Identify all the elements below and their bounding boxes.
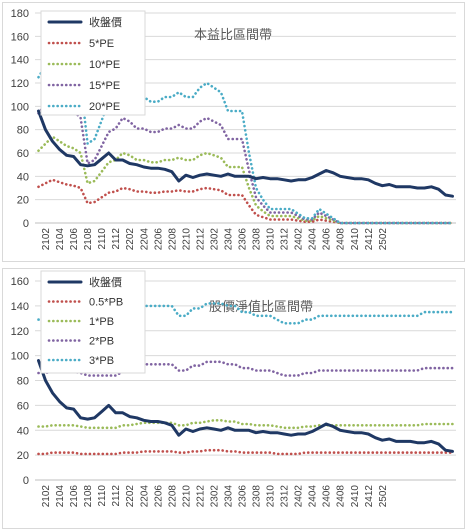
- x-tick-label: 2302: [209, 228, 220, 251]
- y-tick-label: 60: [17, 400, 29, 412]
- pe-band-chart: 0 20 40 60 80 100 120 140 160 180 2102 2104 2106 2108…: [11, 8, 456, 251]
- x-tick-label: 2304: [223, 228, 234, 251]
- series-line-3: [37, 360, 454, 377]
- x-tick-label: 2106: [69, 228, 80, 251]
- legend-label: 10*PE: [89, 59, 120, 71]
- x-tick-label: 2410: [350, 485, 361, 508]
- y-tick-label: 40: [17, 171, 29, 183]
- x-tick-label: 2406: [322, 228, 333, 251]
- x-tick-label: 2208: [167, 485, 178, 508]
- series-line-0: [37, 109, 454, 198]
- series-line-1: [37, 178, 454, 225]
- x-tick-label: 2204: [139, 228, 150, 251]
- x-tick-label: 2412: [364, 228, 375, 251]
- x-tick-label: 2308: [252, 485, 263, 508]
- x-tick-label: 2404: [308, 228, 319, 251]
- y-tick-label: 20: [17, 195, 29, 207]
- legend-label: 3*PB: [89, 355, 114, 367]
- x-tick-label: 2402: [294, 485, 305, 508]
- x-tick-label: 2304: [223, 485, 234, 508]
- y-tick-label: 120: [11, 78, 29, 90]
- x-tick-label: 2108: [83, 485, 94, 508]
- chart-title: 股價淨值比區間帶: [209, 299, 313, 315]
- legend-label: 15*PE: [89, 80, 120, 92]
- y-tick-label: 120: [11, 326, 29, 338]
- y-tick-label: 100: [11, 101, 29, 113]
- y-tick-label: 100: [11, 351, 29, 363]
- x-tick-label: 2210: [181, 485, 192, 508]
- x-tick-label: 2202: [125, 485, 136, 508]
- x-tick-label: 2210: [181, 228, 192, 251]
- x-tick-label: 2104: [55, 228, 66, 251]
- x-tick-label: 2212: [195, 228, 206, 251]
- y-tick-label: 160: [11, 31, 29, 43]
- y-tick-label: 0: [23, 475, 29, 487]
- x-tick-label: 2410: [350, 228, 361, 251]
- x-tick-label: 2408: [336, 228, 347, 251]
- legend-label: 0.5*PB: [89, 297, 123, 309]
- x-tick-label: 2406: [322, 485, 333, 508]
- y-tick-label: 160: [11, 276, 29, 288]
- x-tick-label: 2110: [97, 228, 108, 250]
- series-line-3: [37, 93, 454, 225]
- chart-title: 本益比區間帶: [194, 28, 272, 43]
- x-tick-label: 2404: [308, 485, 319, 508]
- x-tick-label: 2204: [139, 485, 150, 508]
- x-tick-label: 2112: [111, 228, 122, 250]
- x-tick-label: 2206: [153, 485, 164, 508]
- series-line-1: [37, 448, 454, 456]
- x-tick-label: 2102: [41, 485, 52, 508]
- series-line-4: [37, 302, 454, 325]
- y-tick-label: 20: [17, 450, 29, 462]
- x-tick-label: 2310: [266, 485, 277, 508]
- x-tick-label: 2110: [97, 485, 108, 507]
- y-tick-label: 80: [17, 125, 29, 137]
- series-line-2: [37, 135, 454, 225]
- x-tick-label: 2408: [336, 485, 347, 508]
- legend-box: [40, 10, 146, 116]
- series-line-2: [37, 419, 454, 430]
- y-tick-label: 140: [11, 55, 29, 67]
- x-tick-label: 2202: [125, 228, 136, 251]
- x-tick-label: 2312: [280, 485, 291, 508]
- x-tick-label: 2308: [252, 228, 263, 251]
- y-tick-label: 80: [17, 376, 29, 388]
- pb-band-chart-panel: 0 20 40 60 80 100 120 140 160 2102 2104 2106 2108 211…: [2, 268, 465, 529]
- x-tick-label: 2302: [209, 485, 220, 508]
- x-tick-label: 2402: [294, 228, 305, 251]
- legend-label: 1*PB: [89, 316, 114, 328]
- x-tick-label: 2206: [153, 228, 164, 251]
- y-tick-label: 0: [23, 218, 29, 230]
- series-line-0: [37, 359, 454, 453]
- x-tick-label: 2112: [111, 485, 122, 507]
- x-tick-label: 2208: [167, 228, 178, 251]
- legend-label: 收盤價: [89, 15, 122, 29]
- legend-label: 20*PE: [89, 101, 120, 113]
- legend-label: 收盤價: [89, 275, 122, 289]
- y-tick-label: 60: [17, 148, 29, 160]
- legend-label: 5*PE: [89, 38, 114, 50]
- y-tick-label: 40: [17, 425, 29, 437]
- x-tick-label: 2312: [280, 228, 291, 251]
- x-tick-label: 2310: [266, 228, 277, 251]
- x-tick-label: 2106: [69, 485, 80, 508]
- x-tick-label: 2102: [41, 228, 52, 251]
- x-tick-label: 2306: [237, 485, 248, 508]
- legend-label: 2*PB: [89, 336, 114, 348]
- x-tick-label: 2502: [378, 228, 389, 251]
- x-tick-label: 2104: [55, 485, 66, 508]
- y-tick-label: 140: [11, 301, 29, 313]
- x-tick-label: 2502: [378, 485, 389, 508]
- x-tick-label: 2108: [83, 228, 94, 251]
- y-tick-label: 180: [11, 8, 29, 20]
- x-tick-label: 2212: [195, 485, 206, 508]
- pe-band-chart-panel: 0 20 40 60 80 100 120 140 160 180 2102 2104 2106 2108…: [2, 2, 465, 262]
- x-tick-label: 2306: [237, 228, 248, 251]
- x-tick-label: 2412: [364, 485, 375, 508]
